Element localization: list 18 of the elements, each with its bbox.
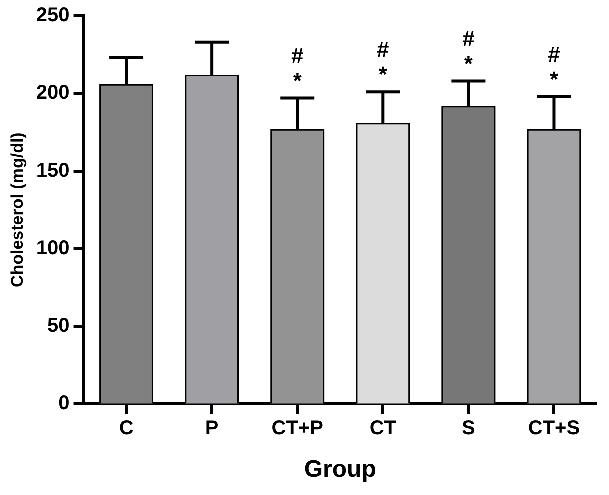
y-tick-label: 0 (58, 392, 70, 415)
y-axis-title: Cholesterol (mg/dl) (8, 132, 27, 288)
x-tick-label: C (119, 418, 134, 440)
annotation: # * (377, 37, 390, 88)
x-tick-label: CT (370, 418, 396, 440)
y-tick-label: 50 (48, 315, 70, 338)
annotation: # * (462, 26, 475, 76)
x-tick-label: CT+P (272, 418, 324, 440)
y-tick-label: 100 (36, 237, 70, 260)
y-tick-label: 150 (36, 160, 70, 182)
y-tick-label: 250 (36, 4, 70, 27)
x-tick-label: CT+S (528, 418, 580, 440)
annotation: # * (548, 42, 560, 92)
x-tick-label: P (205, 418, 219, 440)
y-tick-label: 200 (36, 82, 70, 104)
x-tick-label: S (462, 418, 476, 440)
annotation: # * (291, 43, 304, 94)
x-axis-title: Group (304, 456, 376, 484)
